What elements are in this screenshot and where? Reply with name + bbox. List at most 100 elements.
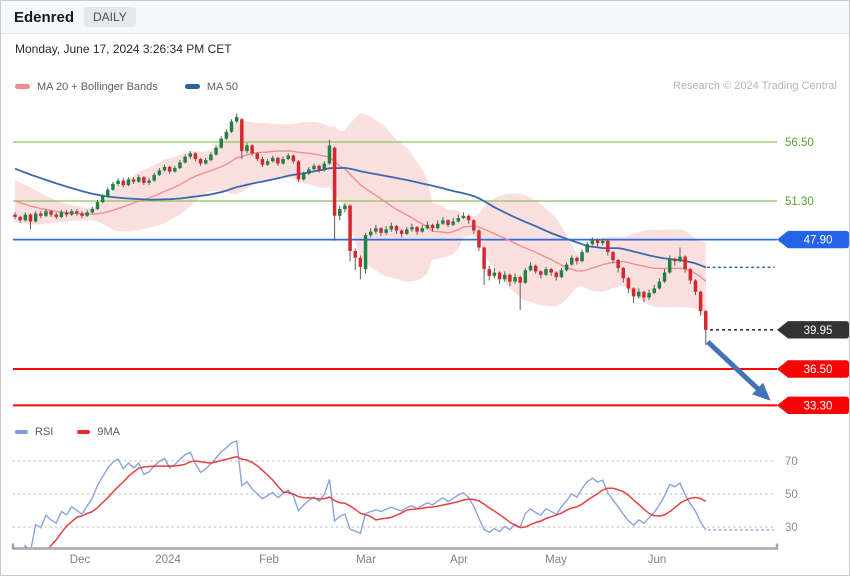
price-badge-label: 47.90 — [804, 235, 833, 247]
price-badge — [777, 396, 849, 415]
candle — [549, 269, 553, 273]
candle — [657, 281, 662, 289]
rsi-line — [24, 440, 707, 549]
candle — [327, 145, 332, 164]
candle — [85, 212, 89, 216]
candle — [142, 177, 146, 183]
candle — [162, 166, 167, 171]
candle — [224, 131, 229, 139]
candle — [637, 291, 641, 297]
candle — [116, 180, 120, 184]
candle — [13, 214, 17, 217]
candle — [626, 278, 631, 289]
candle — [152, 174, 156, 181]
candle — [54, 214, 58, 217]
candle — [410, 227, 414, 230]
candle — [389, 225, 394, 230]
x-axis-month-label: Apr — [450, 554, 468, 566]
candle — [528, 265, 533, 271]
candle — [69, 211, 74, 215]
legend-9ma-label: 9MA — [97, 426, 120, 438]
candle — [126, 179, 131, 186]
price-badge — [777, 321, 849, 339]
candle — [600, 240, 605, 244]
legend-item-9ma: 9MA — [77, 426, 120, 438]
candle — [554, 272, 559, 278]
candle — [472, 220, 476, 231]
candle — [544, 269, 548, 275]
candle — [611, 252, 615, 261]
candle — [281, 159, 285, 164]
candle — [255, 153, 260, 160]
candle — [343, 205, 347, 209]
candle — [64, 212, 69, 215]
candle — [106, 189, 110, 197]
candle — [394, 225, 399, 231]
price-badge-label: 39.95 — [804, 325, 833, 337]
rsi-tick-label: 30 — [785, 522, 798, 534]
candle — [198, 159, 203, 164]
candle — [28, 214, 33, 222]
candle — [250, 145, 254, 154]
candle — [49, 211, 53, 215]
candle — [482, 247, 486, 270]
candle — [477, 230, 481, 248]
rsi-9ma-swatch-icon — [77, 430, 91, 434]
candle — [642, 291, 646, 298]
x-axis: Dec 2024 Feb Mar Apr May Jun — [11, 543, 779, 566]
candle — [420, 228, 424, 232]
header-bar: Edenred DAILY — [1, 1, 849, 34]
legend-ma20-label: MA 20 + Bollinger Bands — [37, 80, 158, 93]
candle — [147, 180, 151, 183]
x-axis-month-label: Dec — [70, 554, 91, 566]
ma20-swatch-icon — [15, 84, 30, 89]
candle — [487, 269, 492, 276]
candle — [75, 211, 79, 214]
candle — [502, 274, 507, 280]
candle — [203, 160, 208, 164]
candle — [580, 252, 584, 262]
instrument-title: Edenred — [14, 8, 75, 26]
timestamp: Monday, June 17, 2024 3:26:34 PM CET — [15, 42, 232, 56]
candle — [348, 205, 352, 251]
candle — [39, 213, 43, 216]
candle — [451, 221, 455, 225]
rsi-tick-label: 50 — [785, 489, 798, 501]
candle — [415, 227, 419, 232]
candle — [157, 170, 162, 175]
candle — [111, 183, 115, 190]
candle — [286, 155, 290, 160]
legend-item-ma20: MA 20 + Bollinger Bands — [15, 81, 158, 93]
candle — [368, 231, 373, 236]
candle — [100, 196, 105, 203]
candle — [585, 244, 589, 253]
candle — [508, 274, 512, 282]
price-level-label: 51.30 — [785, 196, 814, 208]
candle — [673, 258, 677, 262]
candle — [301, 173, 306, 180]
candle — [384, 229, 388, 233]
research-credit: Research © 2024 Trading Central — [672, 80, 837, 93]
legend-ma50-label: MA 50 — [206, 80, 239, 93]
rsi-panel: 70 50 30 — [12, 440, 798, 549]
rsi-9ma-line — [47, 455, 707, 549]
candle — [245, 145, 249, 152]
candle — [188, 153, 193, 157]
candle — [513, 277, 517, 282]
candle — [693, 280, 698, 292]
candle — [569, 257, 574, 265]
timeframe-badge: DAILY — [84, 7, 136, 27]
x-axis-month-label: Jun — [648, 554, 667, 566]
price-badge — [777, 360, 849, 378]
candle — [183, 156, 187, 163]
candle — [95, 202, 100, 209]
candle — [276, 157, 280, 164]
candle — [461, 215, 466, 219]
candle — [652, 288, 656, 293]
price-badge — [777, 230, 849, 249]
candle — [441, 220, 445, 224]
price-level-label: 56.50 — [785, 137, 814, 149]
candle — [23, 214, 28, 221]
